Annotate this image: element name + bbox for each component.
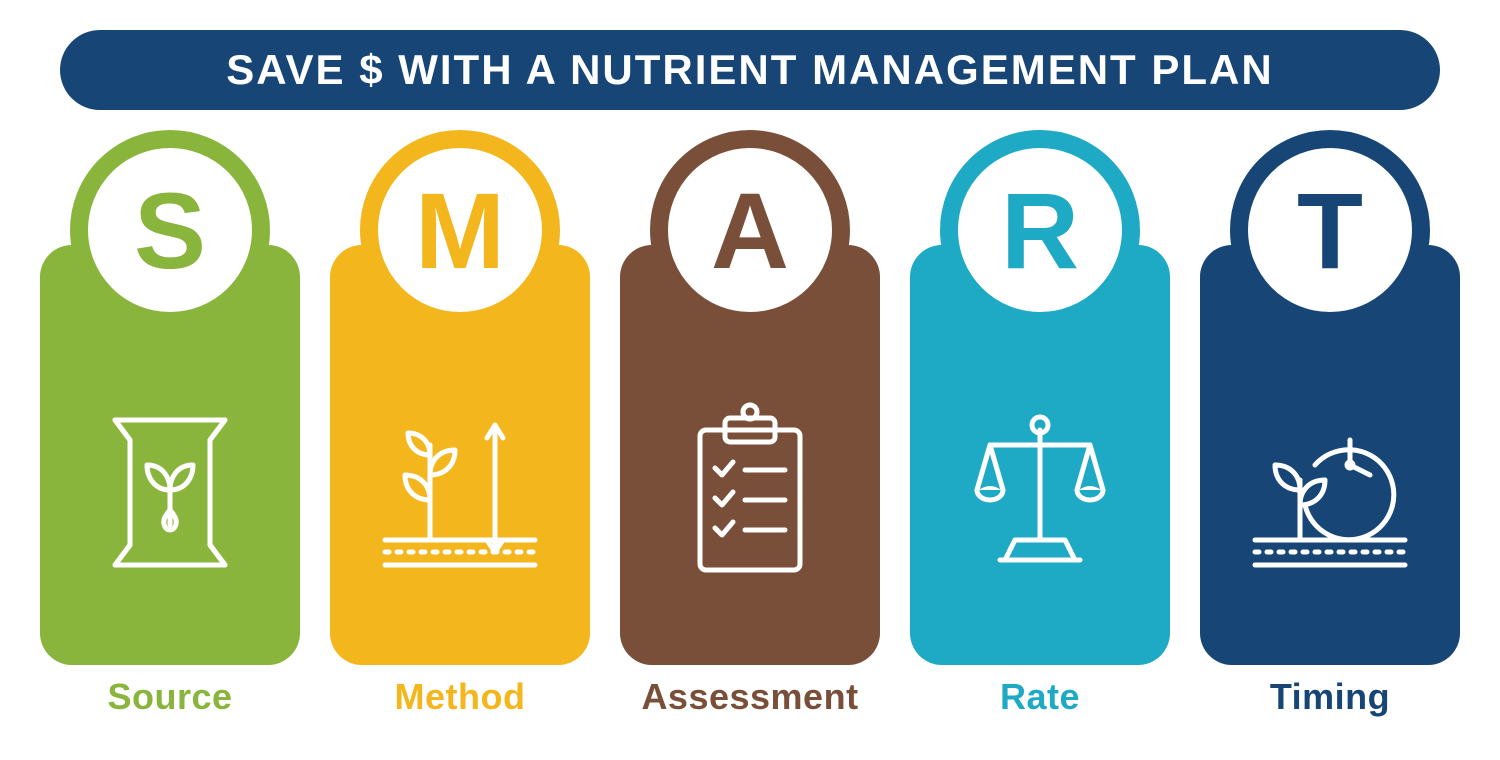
card-label: Rate	[1000, 676, 1080, 718]
card-top: T	[1200, 130, 1460, 660]
acronym-letter: M	[360, 130, 560, 330]
title-bar: SAVE $ WITH A NUTRIENT MANAGEMENT PLAN	[60, 30, 1440, 110]
clipboard-icon	[665, 390, 835, 590]
card-label: Source	[107, 676, 232, 718]
card-top: R	[910, 130, 1170, 660]
card-top: M	[330, 130, 590, 660]
card-timing: T Timing	[1200, 130, 1460, 718]
card-source: S Source	[40, 130, 300, 718]
planting-icon	[375, 390, 545, 590]
card-label: Assessment	[641, 676, 858, 718]
acronym-letter: R	[940, 130, 1140, 330]
seed-bag-icon	[85, 390, 255, 590]
acronym-letter: T	[1230, 130, 1430, 330]
card-top: A	[620, 130, 880, 660]
card-rate: R Rate	[910, 130, 1170, 718]
acronym-letter: S	[70, 130, 270, 330]
card-label: Timing	[1270, 676, 1390, 718]
page-title: SAVE $ WITH A NUTRIENT MANAGEMENT PLAN	[226, 46, 1273, 93]
card-top: S	[40, 130, 300, 660]
card-method: M Method	[330, 130, 590, 718]
acronym-letter: A	[650, 130, 850, 330]
card-assessment: A Assessment	[620, 130, 880, 718]
card-label: Method	[395, 676, 526, 718]
scale-icon	[955, 390, 1125, 590]
clock-sprout-icon	[1245, 390, 1415, 590]
cards-row: S Source	[40, 130, 1460, 718]
